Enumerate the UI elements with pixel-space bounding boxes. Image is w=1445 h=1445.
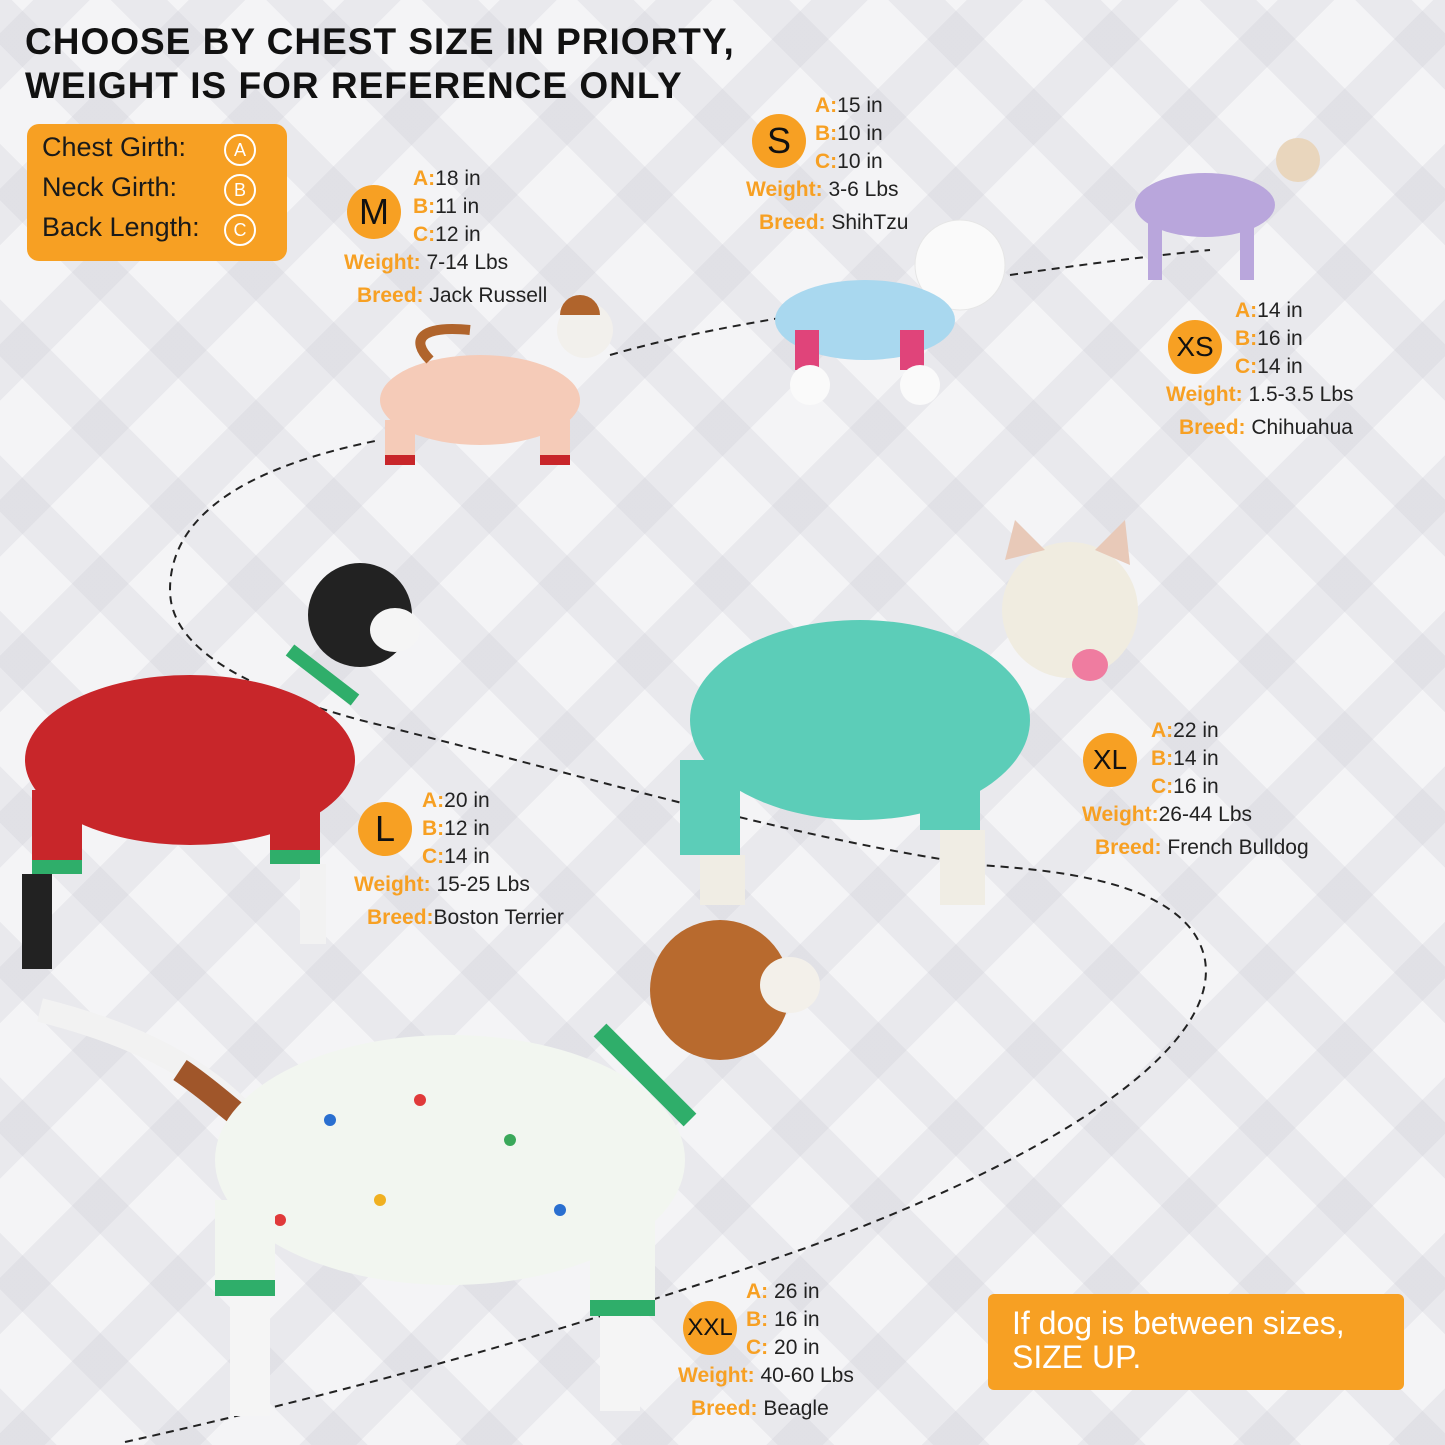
note-line-1: If dog is between sizes, <box>1012 1305 1345 1341</box>
dog-jack-russell-m <box>380 295 613 465</box>
legend-a-icon: A <box>224 134 256 166</box>
neck-row: B:12 in <box>422 817 490 840</box>
neck-row: B:14 in <box>1151 747 1219 770</box>
measurement-legend: Chest Girth: A Neck Girth: B Back Length… <box>27 124 287 261</box>
neck-row: B:16 in <box>1235 327 1303 350</box>
size-badge: XS <box>1168 320 1222 374</box>
back-row: C:12 in <box>413 223 481 246</box>
chest-row: A:22 in <box>1151 719 1219 742</box>
weight-row: Weight: 15-25 Lbs <box>354 873 530 896</box>
size-badge: XXL <box>683 1301 737 1355</box>
page-title: CHOOSE BY CHEST SIZE IN PRIORTY, WEIGHT … <box>25 20 735 108</box>
title-line-2: WEIGHT IS FOR REFERENCE ONLY <box>25 65 683 106</box>
legend-c-icon: C <box>224 214 256 246</box>
size-badge: S <box>752 114 806 168</box>
weight-row: Weight:26-44 Lbs <box>1082 803 1253 826</box>
dashed-size-path <box>124 249 1211 1443</box>
chest-row: A:15 in <box>815 94 883 117</box>
breed-row: Breed: French Bulldog <box>1095 836 1309 859</box>
note-line-2: SIZE UP. <box>1012 1339 1142 1375</box>
size-badge: M <box>347 185 401 239</box>
breed-row: Breed: Beagle <box>691 1397 829 1420</box>
title-line-1: CHOOSE BY CHEST SIZE IN PRIORTY, <box>25 21 735 62</box>
chest-row: A: 26 in <box>746 1280 820 1303</box>
back-row: C:10 in <box>815 150 883 173</box>
neck-row: B:10 in <box>815 122 883 145</box>
breed-row: Breed: Jack Russell <box>357 284 548 307</box>
weight-row: Weight: 7-14 Lbs <box>344 251 509 274</box>
legend-neck-label: Neck Girth: <box>42 172 178 202</box>
legend-back-label: Back Length: <box>42 212 200 242</box>
dog-beagle-xxl <box>37 920 820 1416</box>
dog-french-bulldog-xl <box>680 520 1138 905</box>
size-up-note: If dog is between sizes, SIZE UP. <box>988 1294 1404 1390</box>
dog-shihtzu-s <box>775 219 1006 405</box>
chest-row: A:14 in <box>1235 299 1303 322</box>
breed-row: Breed:Boston Terrier <box>367 906 564 929</box>
weight-row: Weight: 3-6 Lbs <box>746 178 899 201</box>
size-badge: L <box>358 802 412 856</box>
back-row: C: 20 in <box>746 1336 820 1359</box>
size-badge: XL <box>1083 733 1137 787</box>
back-row: C:14 in <box>1235 355 1303 378</box>
legend-chest-label: Chest Girth: <box>42 132 187 162</box>
dog-boston-terrier-l <box>22 563 420 969</box>
neck-row: B: 16 in <box>746 1308 820 1331</box>
chest-row: A:20 in <box>422 789 490 812</box>
breed-row: Breed: Chihuahua <box>1179 416 1353 439</box>
back-row: C:14 in <box>422 845 490 868</box>
weight-row: Weight: 1.5-3.5 Lbs <box>1166 383 1354 406</box>
neck-row: B:11 in <box>413 195 480 218</box>
dog-chihuahua-xs <box>1135 138 1320 280</box>
chest-row: A:18 in <box>413 167 481 190</box>
legend-b-icon: B <box>224 174 256 206</box>
back-row: C:16 in <box>1151 775 1219 798</box>
breed-row: Breed: ShihTzu <box>759 211 909 234</box>
weight-row: Weight: 40-60 Lbs <box>678 1364 854 1387</box>
